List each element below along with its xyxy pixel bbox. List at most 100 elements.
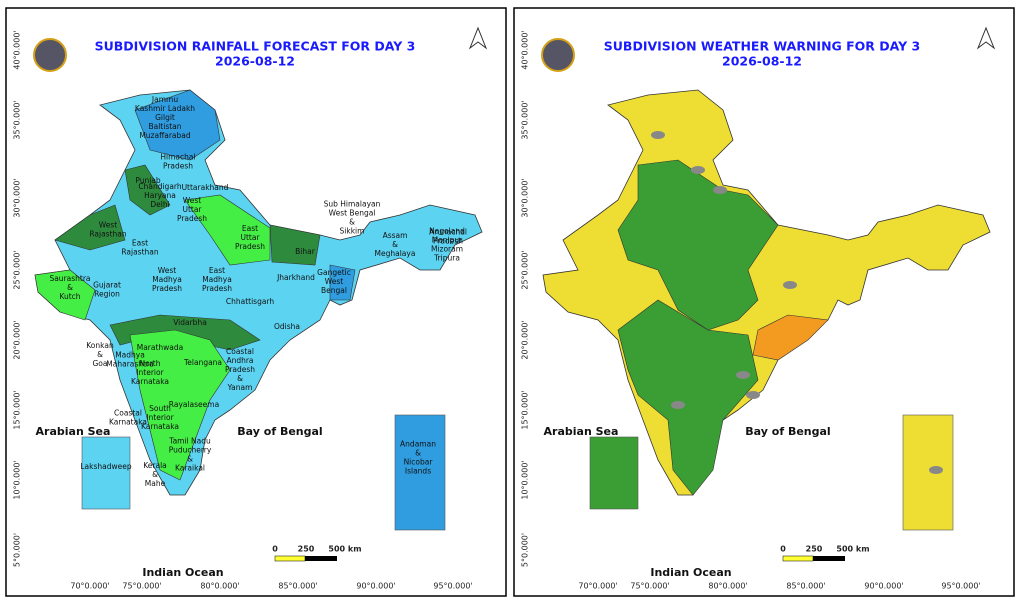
sea-label: Indian Ocean [650,566,731,579]
region-label: Baltistan [148,122,181,131]
sea-label: Arabian Sea [36,425,111,438]
region-label: Uttar [182,205,202,214]
region-label: Karnataka [141,422,179,431]
region-label: Chandigarh [138,182,181,191]
map-region [617,299,759,496]
region-label: East [209,266,225,275]
region-label: Gujarat [93,281,121,290]
lon-label: 75°0.000' [122,582,161,591]
region-label: Lakshadweep [80,462,131,471]
region-label: & [349,218,355,227]
sea-label: Bay of Bengal [237,425,322,438]
lat-label: 25°0.000' [13,250,22,289]
region-label: Odisha [274,322,300,331]
lon-label: 90°0.000' [864,582,903,591]
region-label: Sub Himalayan [324,200,381,209]
map-region [184,194,271,266]
lon-label: 75°0.000' [630,582,669,591]
region-label: Manipur [432,236,463,245]
lon-label: 85°0.000' [786,582,825,591]
region-label: Kerala [143,461,167,470]
map-region [269,224,321,266]
region-label: Sikkim [340,227,365,236]
region-label: Uttarakhand [182,183,229,192]
region-label: Saurashtra [49,274,90,283]
scale-bar [305,556,337,561]
map-region [752,314,829,361]
scale-label: 0 [272,545,278,554]
scale-label: 250 [298,545,315,554]
map-panel: SUBDIVISION RAINFALL FORECAST FOR DAY 32… [5,7,507,597]
weather-icon [783,281,797,289]
region-label: Rayalaseema [169,400,219,409]
region-label: South [149,404,171,413]
region-label: & [415,449,421,458]
region-label: Mahe [145,479,166,488]
lon-label: 70°0.000' [70,582,109,591]
region-label: Andhra [226,356,253,365]
lat-label: 15°0.000' [13,390,22,429]
region-label: & [67,283,73,292]
lat-label: 40°0.000' [13,30,22,69]
sea-label: Bay of Bengal [745,425,830,438]
region-label: Coastal [114,409,142,418]
scale-bar [782,555,814,562]
lat-label: 25°0.000' [521,250,530,289]
region-label: West Bengal [329,209,376,218]
region-label: Madhya [115,351,145,360]
map-region [34,269,96,321]
region-label: Yanam [227,383,253,392]
region-label: Kutch [59,292,80,301]
region-label: Karnataka [109,418,147,427]
region-label: Karnataka [131,377,169,386]
lat-label: 5°0.000' [13,533,22,567]
lat-label: 30°0.000' [13,178,22,217]
map-title: SUBDIVISION WEATHER WARNING FOR DAY 3 [604,39,920,54]
map-title: SUBDIVISION RAINFALL FORECAST FOR DAY 3 [95,39,416,54]
lat-label: 20°0.000' [521,320,530,359]
region-label: Vidarbha [173,318,207,327]
map-region [617,159,779,331]
sea-label: Indian Ocean [142,566,223,579]
island-box [902,414,954,531]
scale-label: 500 km [836,545,869,554]
region-label: Tamil Nadu [168,437,211,446]
lat-label: 30°0.000' [521,178,530,217]
lat-label: 35°0.000' [521,100,530,139]
map-region [124,164,171,216]
region-label: Jharkhand [276,273,315,282]
region-label: Telangana [183,358,222,367]
region-label: Coastal [226,347,254,356]
island-box [81,436,131,510]
region-label: Bengal [321,286,347,295]
region-label: Gilgit [155,113,175,122]
region-label: East [132,239,148,248]
region-label: Region [94,290,120,299]
map-date: 2026-08-12 [722,54,802,69]
map-region [129,329,231,481]
weather-icon [736,371,750,379]
lat-label: 40°0.000' [521,30,530,69]
lon-label: 70°0.000' [578,582,617,591]
region-label: Pradesh [152,284,182,293]
region-label: Chhattisgarh [226,297,275,306]
region-label: Delhi [150,200,169,209]
region-label: & [152,470,158,479]
region-label: & [97,350,103,359]
region-label: Islands [405,467,431,476]
lat-label: 35°0.000' [13,100,22,139]
emblem [541,38,575,72]
scale-label: 0 [780,545,786,554]
region-label: Pradesh [225,365,255,374]
region-label: East [242,224,258,233]
region-label: Nicobar [404,458,434,467]
map-date: 2026-08-12 [215,54,295,69]
region-label: Muzaffarabad [139,131,191,140]
north-arrow [468,26,488,50]
region-label: Kashmir Ladakh [135,104,195,113]
region-label: Puducherry [169,446,212,455]
lon-label: 80°0.000' [200,582,239,591]
weather-icon [929,466,943,474]
region-label: West [99,221,117,230]
